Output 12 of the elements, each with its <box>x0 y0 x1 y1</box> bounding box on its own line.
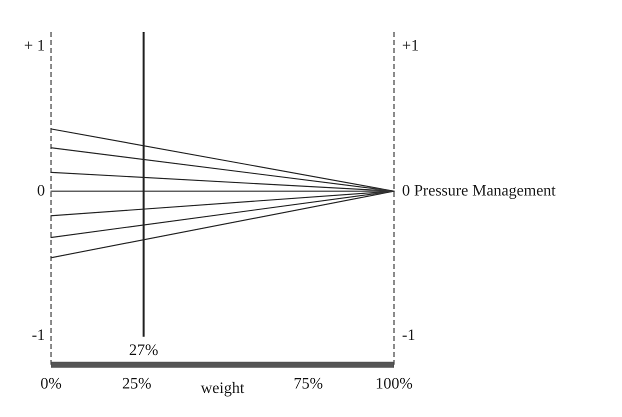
y-tick-label: -1 <box>32 327 46 344</box>
y-tick-label: 0 <box>37 182 46 200</box>
y2-tick-label: +1 <box>402 38 420 55</box>
y-tick-label: + 1 <box>24 38 46 55</box>
x-tick-label: 75% <box>294 376 323 393</box>
x-axis-title: weight <box>200 380 245 398</box>
x-tick-label: 100% <box>375 376 413 393</box>
x-tick-label: 0% <box>40 376 62 393</box>
ref-line-label: 27% <box>128 342 158 360</box>
x-tick-label: 25% <box>122 376 152 393</box>
y2-tick-label: 0 Pressure Management <box>402 182 556 200</box>
y2-tick-label: -1 <box>402 327 416 344</box>
